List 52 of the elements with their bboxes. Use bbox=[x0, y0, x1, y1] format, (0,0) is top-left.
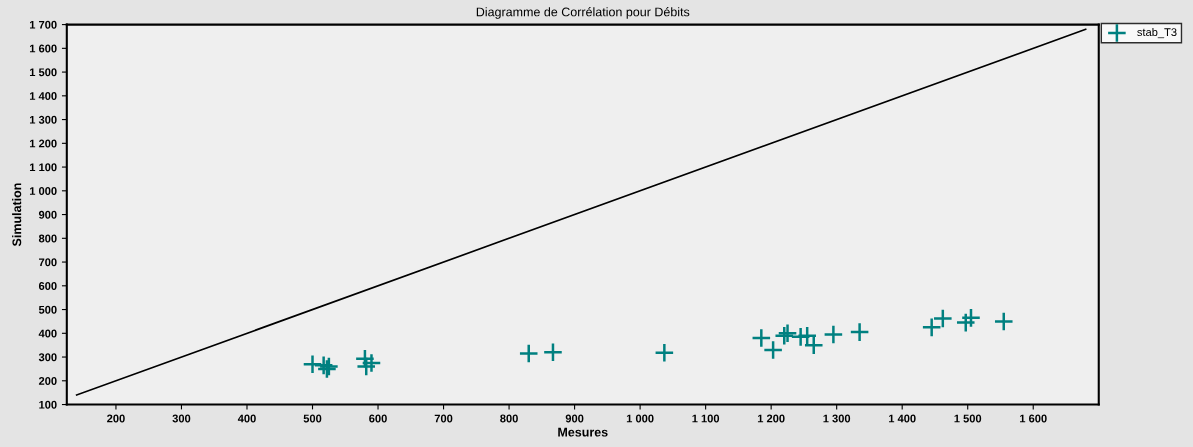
x-tick-label: 400 bbox=[237, 414, 256, 423]
x-axis-title: Mesures bbox=[558, 427, 608, 437]
point bbox=[542, 342, 563, 363]
chart-title: Diagramme de Corrélation pour Débits bbox=[476, 7, 690, 19]
point bbox=[823, 324, 844, 345]
y-tick-label: 600 bbox=[38, 282, 57, 290]
x-tick-label: 1 000 bbox=[626, 414, 654, 423]
y-tick-label: 500 bbox=[38, 305, 57, 314]
y-tick-label: 400 bbox=[38, 329, 57, 338]
point bbox=[803, 335, 824, 356]
y-tick-label: 700 bbox=[39, 258, 57, 267]
y-tick-label: 800 bbox=[38, 234, 57, 243]
point bbox=[361, 352, 382, 374]
y-tick-label: 1 100 bbox=[29, 163, 57, 172]
point bbox=[849, 322, 870, 343]
y-tick-label: 300 bbox=[38, 353, 57, 362]
y-axis-title: Simulation bbox=[12, 183, 22, 247]
legend-label: stab_T3 bbox=[1137, 27, 1177, 39]
point bbox=[356, 356, 377, 377]
point bbox=[790, 326, 811, 347]
point bbox=[797, 325, 818, 346]
x-tick-label: 300 bbox=[172, 414, 191, 423]
x-tick-label: 600 bbox=[369, 414, 387, 423]
x-tick-label: 900 bbox=[565, 414, 584, 423]
y-tick-label: 1 300 bbox=[29, 115, 57, 124]
point bbox=[654, 342, 675, 363]
x-tick-label: 200 bbox=[107, 414, 125, 423]
y-tick-label: 1 600 bbox=[29, 44, 57, 53]
point bbox=[518, 343, 539, 364]
point bbox=[302, 354, 323, 375]
x-tick-label: 1 500 bbox=[954, 414, 982, 423]
x-tick-label: 800 bbox=[500, 414, 518, 423]
point bbox=[960, 307, 982, 328]
x-tick-label: 1 200 bbox=[757, 414, 785, 423]
x-tick-label: 1 400 bbox=[888, 414, 916, 423]
x-tick-label: 1 300 bbox=[823, 414, 851, 423]
y-tick-label: 1 700 bbox=[29, 20, 57, 29]
y-tick-label: 200 bbox=[38, 377, 57, 385]
point bbox=[763, 339, 784, 360]
point bbox=[955, 312, 976, 333]
y-tick-label: 1 500 bbox=[29, 68, 57, 77]
y-tick-label: 1 000 bbox=[29, 187, 57, 195]
y-tick-label: 100 bbox=[39, 400, 57, 409]
point bbox=[751, 328, 772, 349]
y-tick-label: 1 400 bbox=[29, 92, 57, 100]
y-tick-label: 1 200 bbox=[29, 139, 57, 148]
x-tick-label: 1 100 bbox=[692, 414, 720, 423]
x-tick-label: 500 bbox=[303, 414, 322, 423]
y-tick-label: 900 bbox=[38, 210, 57, 219]
point bbox=[993, 311, 1014, 332]
x-tick-label: 700 bbox=[434, 414, 453, 423]
x-tick-label: 1 600 bbox=[1020, 414, 1047, 423]
